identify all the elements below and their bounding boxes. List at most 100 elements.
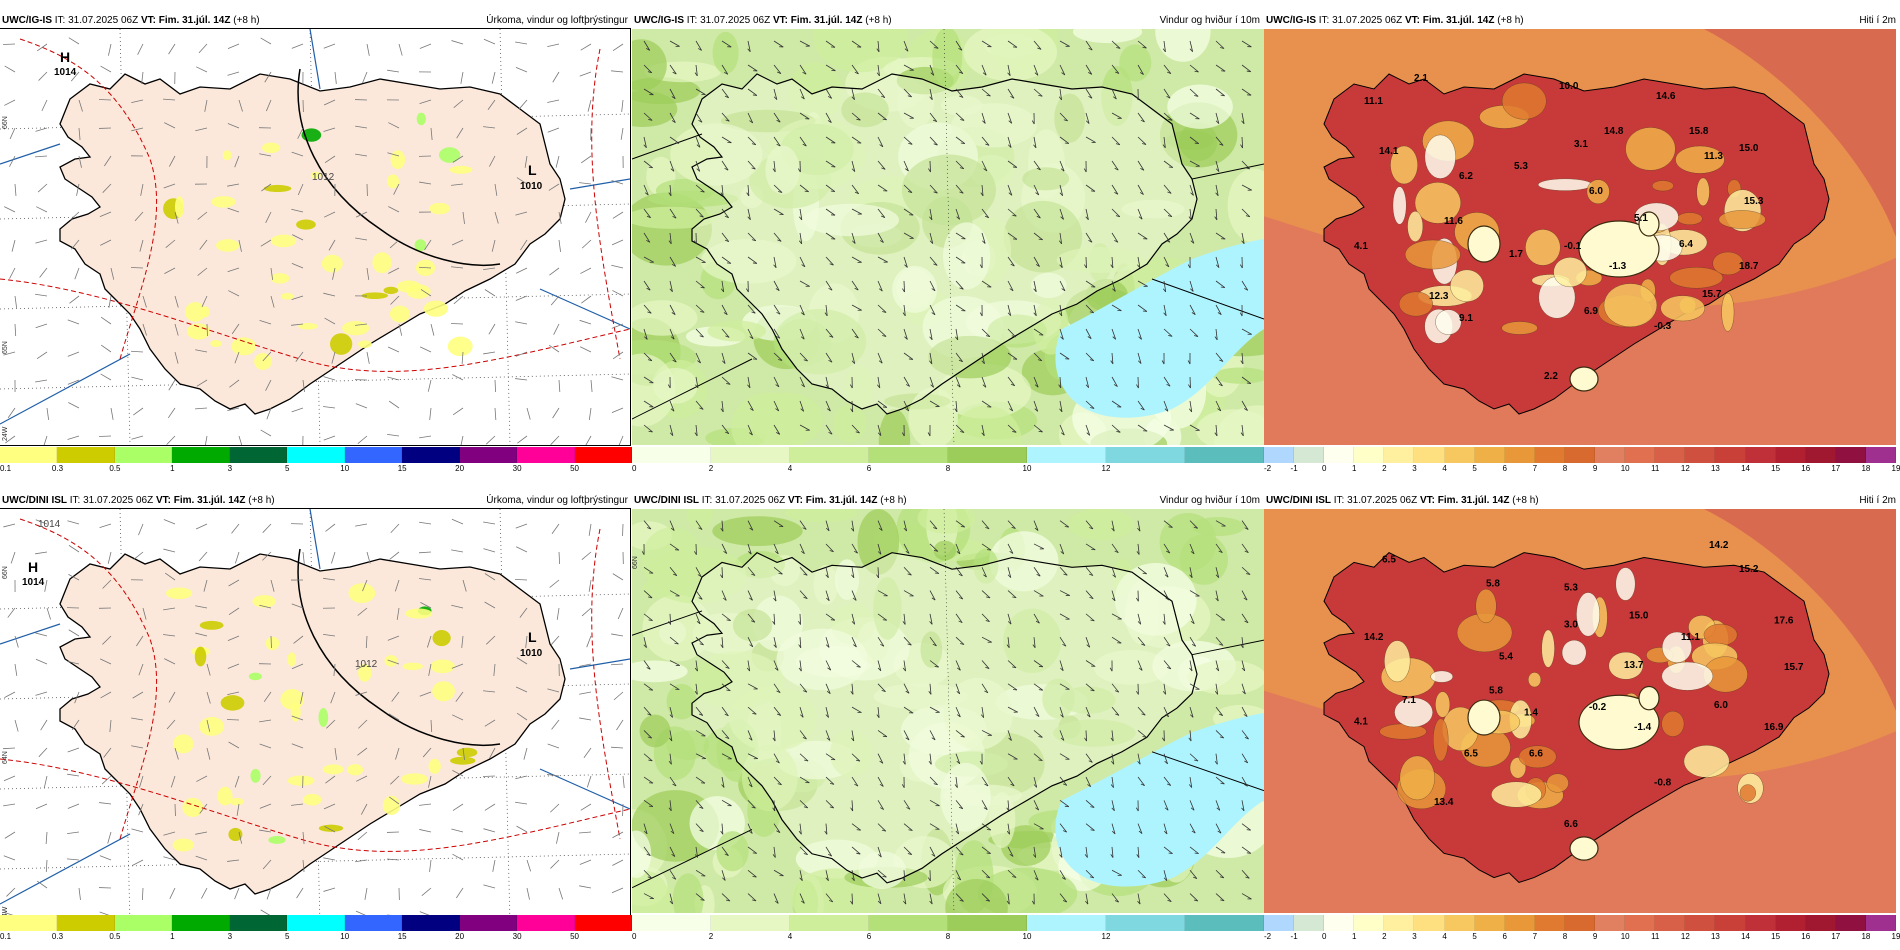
wind-arrow (1059, 543, 1065, 555)
wind-arrow (721, 112, 730, 122)
wind-arrow (1189, 753, 1199, 762)
wind-arrow-head (876, 574, 879, 579)
wind-barb (38, 71, 48, 81)
wind-barb (102, 579, 112, 589)
wind-barb (452, 155, 464, 163)
wind-arrow-head (772, 737, 776, 742)
wind-arrow-head (1220, 619, 1225, 621)
low-pressure-value: 1010 (520, 648, 543, 659)
wind-arrow-head (986, 852, 991, 854)
wind-arrow-head (828, 96, 832, 99)
temperature-label: 13.7 (1624, 660, 1644, 671)
wind-arrow-head (877, 900, 882, 905)
wind-barb (588, 523, 592, 536)
temperature-label: 14.2 (1364, 632, 1384, 643)
wind-map[interactable]: 66N (632, 509, 1264, 913)
wind-barb (461, 635, 464, 648)
wind-barb (428, 775, 432, 788)
wind-arrow (799, 88, 805, 100)
wind-arrow (981, 184, 984, 196)
wind-arrow-head (1244, 737, 1249, 740)
wind-arrow-head (1188, 737, 1192, 742)
wind-barb (195, 855, 208, 861)
wind-barb (333, 663, 336, 676)
wind-arrow (1059, 870, 1066, 880)
temperature-contour (0, 278, 630, 372)
wind-arrow-head (933, 263, 938, 266)
wind-barb (324, 211, 336, 218)
wind-arrow (721, 893, 731, 902)
wind-arrow (851, 567, 855, 578)
wind-barb (259, 719, 272, 723)
wind-barb (163, 519, 176, 525)
wind-arrow (851, 280, 859, 291)
wind-arrow-head (802, 71, 807, 75)
temp-map[interactable]: 2.1 10.0 14.6 11.1 14.8 15.8 3.1 11.3 15.0 14.1 5.… (1264, 29, 1896, 445)
wind-arrow-head (1168, 526, 1173, 528)
wind-barb (14, 663, 18, 676)
colorbar-tick-label: 10 (1620, 464, 1630, 473)
wind-arrow-head (1245, 167, 1250, 170)
temperature-contour (19, 38, 157, 360)
wind-arrow-head (1061, 288, 1066, 292)
wind-arrow (1189, 846, 1199, 854)
wind-arrow-head (748, 551, 752, 555)
wind-arrow (721, 256, 732, 264)
colorbar-tick-label: 10 (1620, 932, 1630, 941)
wind-arrow-head (959, 95, 964, 98)
wind-arrow (1033, 88, 1043, 97)
wind-barb (357, 747, 368, 756)
wind-arrow (1215, 304, 1222, 315)
wind-map[interactable] (632, 29, 1264, 445)
wind-arrow-head (1089, 359, 1094, 362)
wind-barb (552, 407, 560, 419)
wind-arrow (851, 232, 856, 244)
wind-arrow-head (877, 384, 881, 389)
wind-arrow-head (699, 407, 704, 410)
wind-barb (35, 551, 48, 555)
wind-arrow-head (1007, 312, 1012, 316)
wind-barb (141, 887, 144, 901)
colorbar-tick-label: 7 (1532, 464, 1538, 473)
wind-arrow (981, 280, 992, 288)
wind-barb (302, 379, 305, 392)
precip-map[interactable]: H 1014 L 1010 1012 66N 65N 24W (0, 28, 631, 446)
wind-arrow-head (1217, 408, 1222, 412)
wind-arrow-head (644, 336, 648, 340)
boundary-line (632, 829, 753, 889)
colorbar-swatch (711, 915, 790, 931)
wind-arrow (669, 304, 676, 315)
colorbar-swatch (1775, 447, 1806, 463)
wind-arrow-head (826, 737, 831, 741)
wind-arrow-head (775, 408, 779, 412)
wind-barb (195, 605, 208, 609)
wind-arrow-head (1162, 48, 1166, 53)
temp-map[interactable]: 6.5 14.2 15.2 5.8 5.3 3.0 15.0 17.6 14.2 11.1 5.4 1… (1264, 509, 1896, 913)
boundary-line (1151, 278, 1264, 320)
wind-speed-area (1001, 825, 1051, 867)
colorbar-swatch (1655, 447, 1686, 463)
wind-arrow (1085, 893, 1089, 905)
wind-arrow (1189, 707, 1194, 718)
wind-arrow-head (958, 359, 963, 363)
wind-arrow (851, 352, 856, 364)
wind-arrow-head (1035, 264, 1040, 267)
wind-arrow (799, 280, 810, 287)
wind-arrow-head (1162, 288, 1167, 293)
wind-arrow-head (1038, 238, 1043, 241)
wind-arrow-head (797, 168, 801, 173)
wind-arrow (825, 800, 835, 809)
wind-arrow-head (1241, 667, 1246, 672)
wind-barb (611, 407, 624, 414)
wind-arrow (1215, 636, 1224, 646)
wind-arrow-head (1215, 168, 1220, 172)
colorbar-swatch (114, 447, 173, 463)
wind-arrow-head (877, 432, 882, 436)
precip-area (405, 608, 433, 619)
wind-barb (515, 775, 528, 780)
wind-barb (99, 802, 112, 805)
wind-arrow (825, 256, 834, 266)
wind-arrow (643, 304, 652, 314)
colorbar-tick-label: 0.5 (109, 932, 121, 941)
precip-map[interactable]: H 1014 1014 1012 L 1010 66N 64N 24W (0, 508, 631, 926)
